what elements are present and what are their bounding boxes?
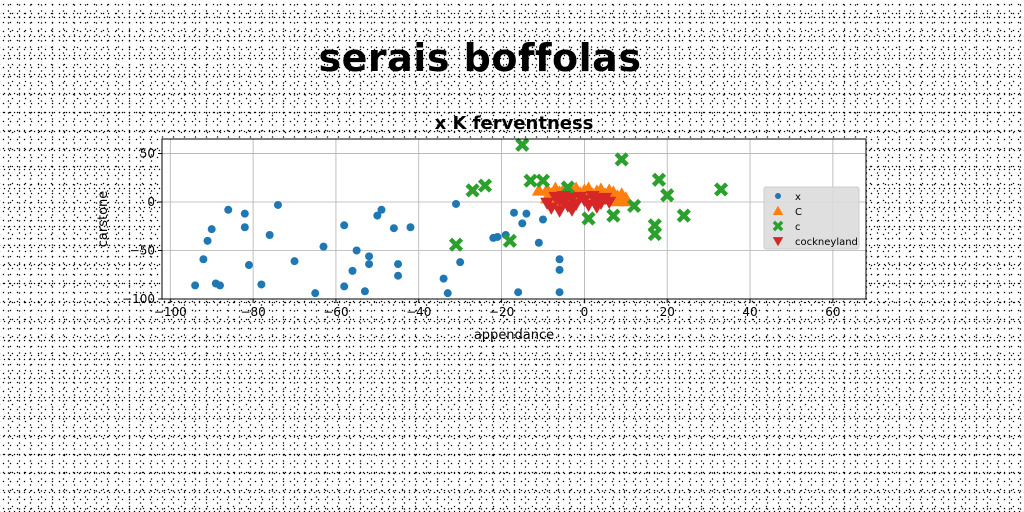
data-point-series-3 [448, 237, 464, 252]
data-point-series-1 [365, 260, 374, 269]
legend-box [763, 186, 860, 250]
data-point-series-1 [265, 231, 274, 239]
y-tick-label: 50 [140, 147, 155, 161]
data-point-series-1 [290, 257, 299, 266]
data-point-series-1 [522, 209, 531, 218]
y-tick-label: −50 [130, 244, 155, 258]
data-point-series-3 [647, 226, 662, 242]
x-tick-label: −60 [323, 305, 348, 319]
data-point-series-3 [581, 211, 596, 226]
data-point-series-1 [348, 266, 357, 275]
data-point-series-1 [319, 242, 328, 251]
data-point-series-1 [273, 200, 282, 209]
x-axis-label: appendance [474, 328, 554, 343]
data-point-series-1 [373, 211, 382, 220]
data-point-series-1 [510, 208, 518, 217]
x-tick-label: −20 [489, 305, 514, 319]
data-point-series-1 [340, 221, 349, 230]
data-point-series-1 [257, 280, 266, 289]
data-point-series-3 [477, 178, 493, 193]
data-point-series-1 [240, 209, 249, 218]
legend-label: c [795, 222, 801, 233]
data-point-series-1 [493, 232, 502, 241]
legend-marker-1 [775, 193, 781, 199]
data-point-series-1 [452, 199, 461, 208]
data-point-series-3 [676, 208, 691, 223]
data-point-series-1 [439, 274, 448, 283]
axis-ticks: −100 −80 −60 −40 −20 0 20 40 60 50 0 −50 −100 [122, 147, 840, 319]
data-point-series-1 [215, 281, 224, 290]
x-tick-label: 60 [825, 305, 840, 319]
data-point-series-1 [199, 255, 208, 264]
data-point-series-1 [394, 271, 403, 280]
y-tick-label: −100 [122, 292, 155, 306]
y-axis-label: carstone [96, 191, 111, 248]
data-point-series-1 [394, 260, 403, 269]
data-point-series-3 [523, 173, 538, 188]
plot-background [162, 139, 866, 299]
figure-suptitle: serais boffolas [318, 36, 642, 80]
x-tick-label: 40 [742, 305, 757, 319]
data-point-series-1 [360, 287, 369, 296]
plot-frame [161, 138, 867, 300]
legend-label: C [795, 207, 802, 218]
legend-label: x [795, 192, 801, 203]
chart-title: x K ferventness [435, 113, 594, 134]
data-point-series-3 [713, 182, 729, 197]
data-point-series-3 [535, 173, 551, 188]
legend-marker-3 [772, 220, 784, 232]
data-points [191, 137, 729, 298]
data-point-series-3 [627, 198, 642, 214]
data-point-series-1 [207, 225, 216, 234]
data-point-series-1 [389, 224, 398, 233]
data-point-series-1 [224, 205, 233, 214]
data-point-series-4 [564, 204, 579, 217]
data-point-series-1 [352, 246, 361, 255]
data-point-series-4 [602, 196, 617, 210]
data-point-series-1 [203, 236, 212, 245]
x-tick-label: −40 [406, 305, 431, 319]
data-point-series-1 [377, 205, 386, 214]
legend-marker-2 [772, 205, 784, 215]
legend-label: cockneyland [795, 237, 858, 248]
data-point-series-3 [606, 208, 621, 223]
data-point-series-1 [311, 289, 320, 298]
data-point-series-1 [406, 223, 415, 232]
data-point-series-1 [555, 255, 564, 264]
data-point-series-1 [191, 281, 200, 290]
data-point-series-1 [518, 219, 527, 228]
data-point-series-4 [552, 194, 567, 208]
legend: xCc cockneyland [763, 186, 860, 250]
legend-marker-4 [772, 237, 784, 247]
data-point-series-1 [534, 238, 543, 247]
data-point-series-3 [515, 137, 530, 152]
data-point-series-1 [555, 265, 564, 274]
data-point-series-4 [552, 205, 567, 218]
data-point-series-3 [614, 152, 629, 167]
x-tick-label: 20 [660, 305, 675, 319]
data-point-series-3 [465, 183, 480, 198]
data-point-series-1 [555, 288, 564, 297]
data-point-series-4 [589, 201, 604, 214]
data-point-series-1 [240, 223, 249, 232]
data-point-series-1 [365, 252, 374, 261]
y-tick-label: 0 [147, 195, 155, 209]
data-point-series-1 [443, 289, 452, 298]
data-point-series-3 [502, 233, 517, 248]
data-point-series-1 [456, 258, 465, 267]
x-tick-label: −100 [154, 305, 187, 319]
data-point-series-3 [660, 188, 675, 203]
data-point-series-1 [514, 288, 523, 297]
x-tick-label: −80 [240, 305, 265, 319]
data-point-series-1 [538, 215, 547, 224]
data-point-series-1 [340, 282, 349, 291]
x-tick-label: 0 [581, 305, 589, 319]
data-point-series-3 [651, 172, 667, 187]
data-point-series-1 [244, 261, 253, 270]
